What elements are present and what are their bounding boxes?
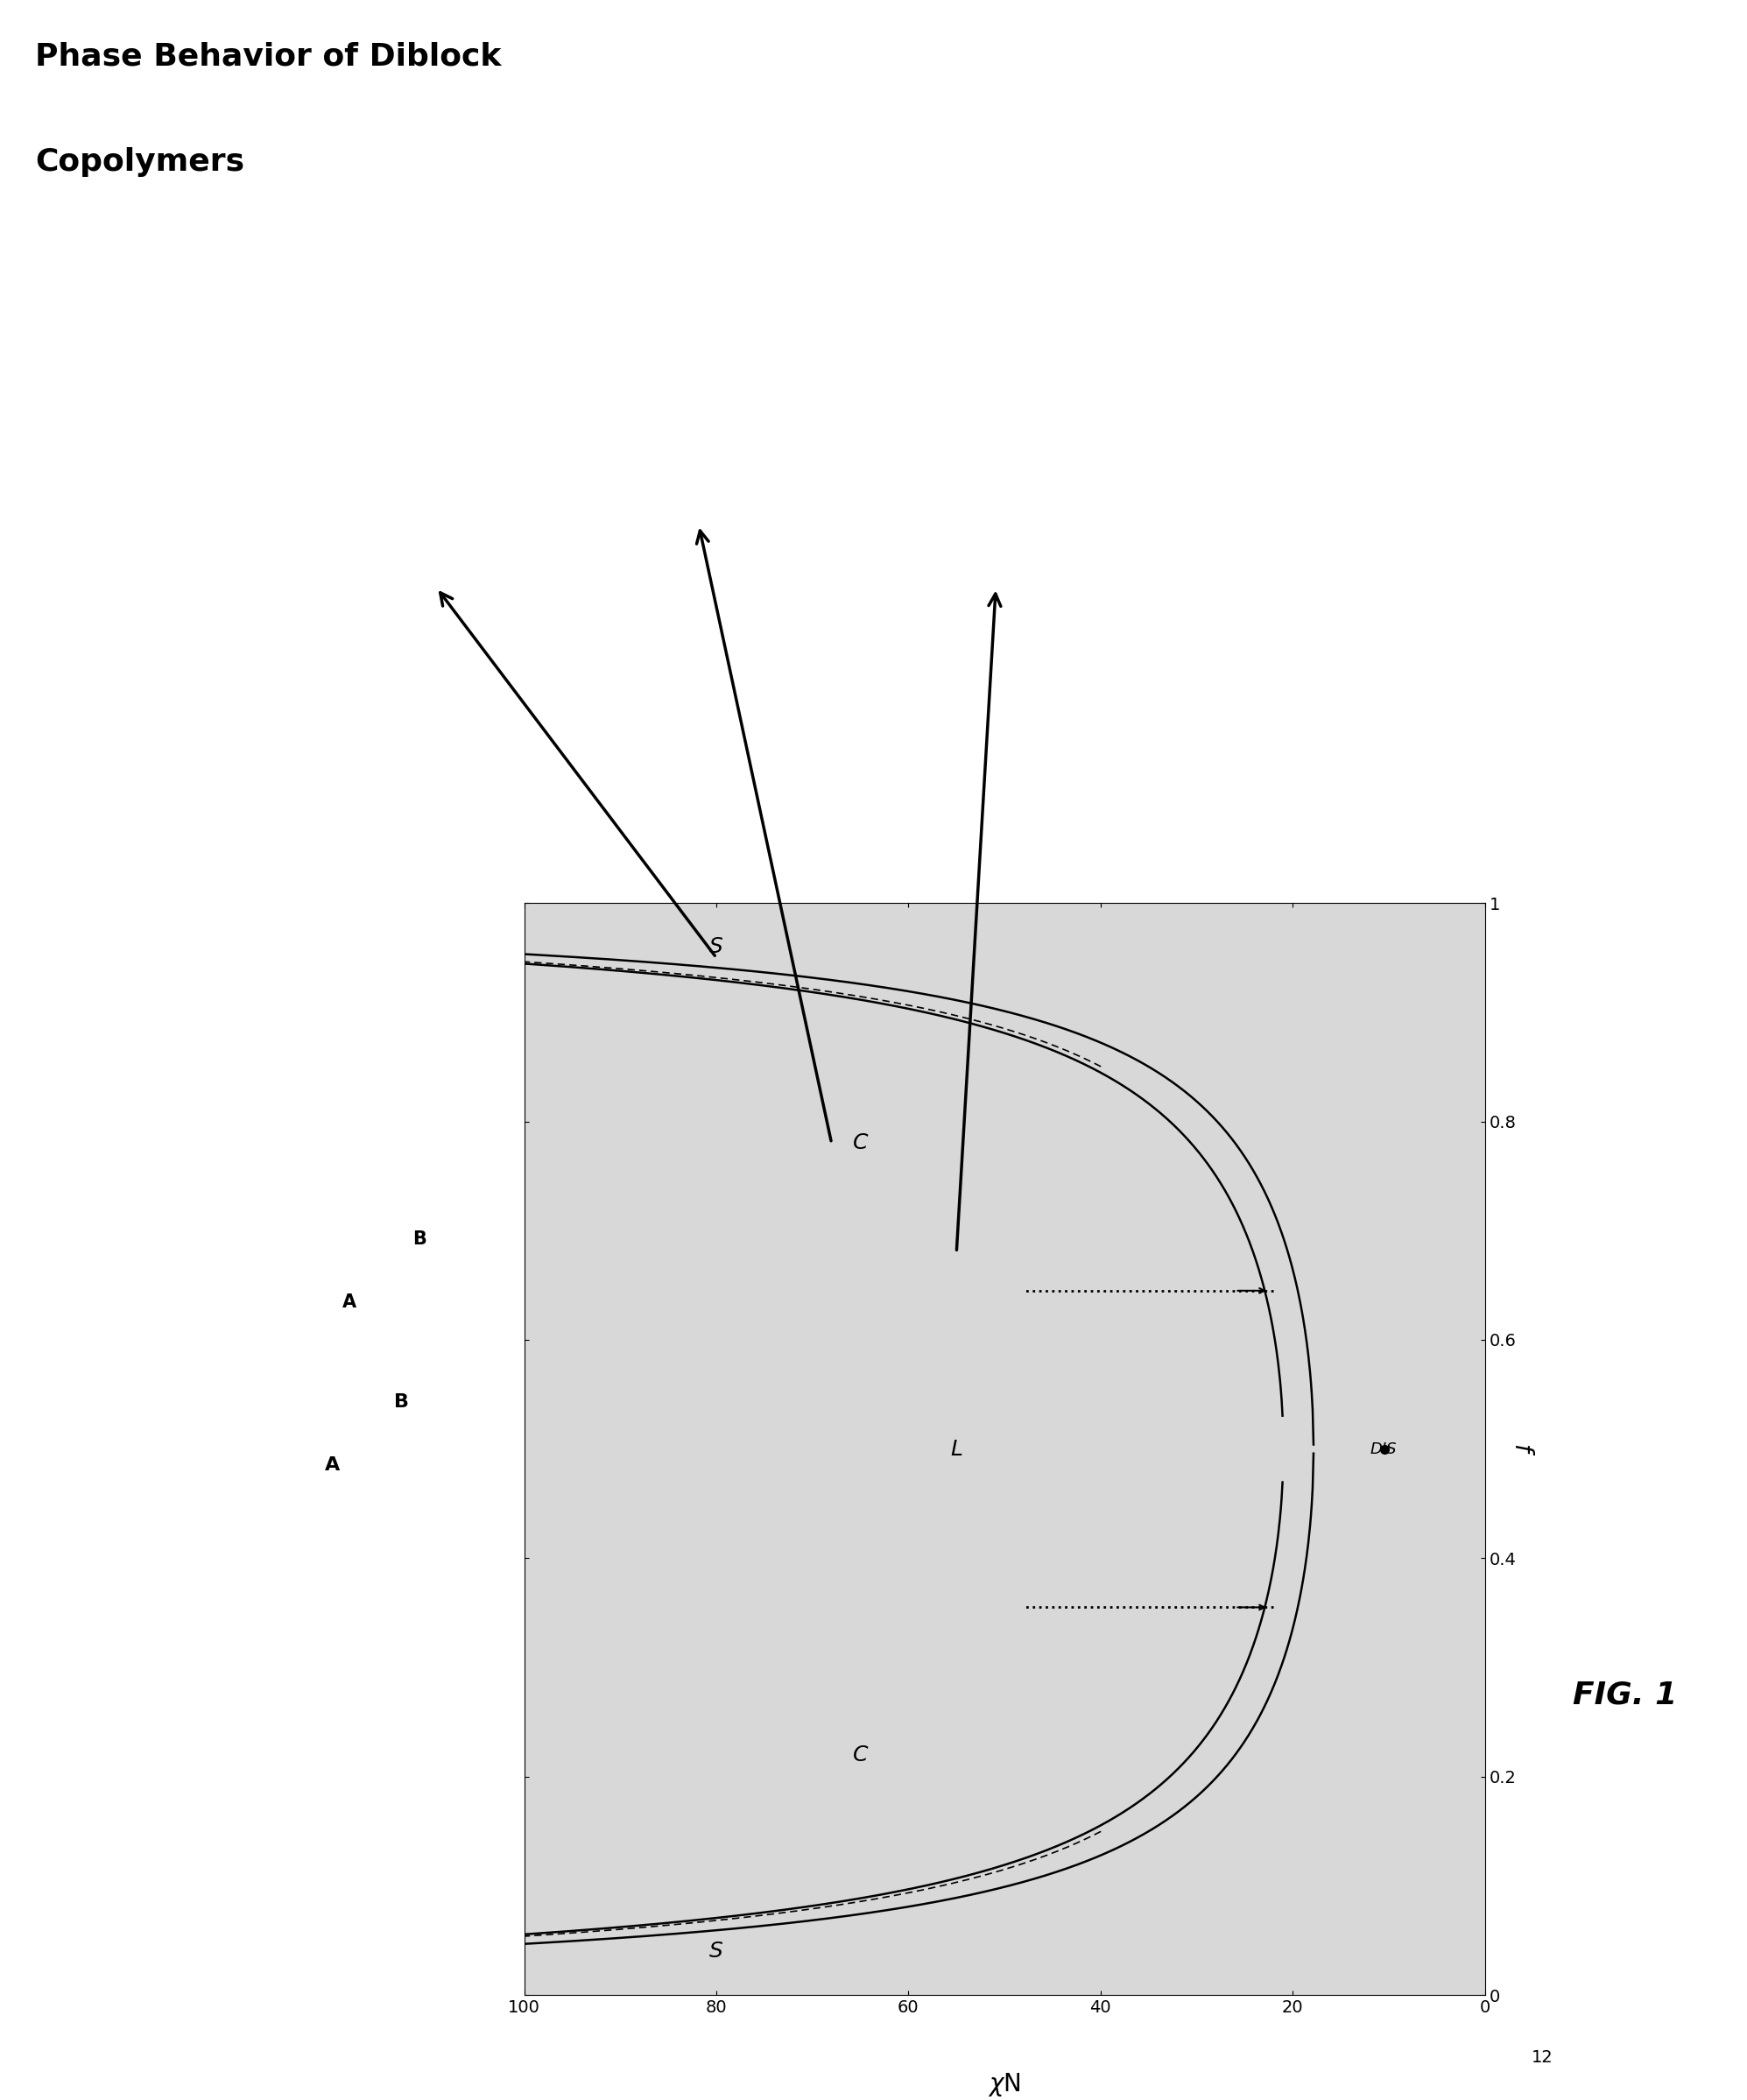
- X-axis label: $\chi$N: $\chi$N: [989, 2071, 1020, 2098]
- Y-axis label: $\it{f}$: $\it{f}$: [1509, 1443, 1534, 1455]
- Text: L: L: [950, 1438, 963, 1459]
- Text: S: S: [709, 1940, 723, 1961]
- Text: DIS: DIS: [1370, 1441, 1396, 1457]
- Text: FIG. 1: FIG. 1: [1572, 1680, 1677, 1709]
- Text: A: A: [342, 1294, 356, 1310]
- Text: S: S: [709, 937, 723, 958]
- Text: Phase Behavior of Diblock: Phase Behavior of Diblock: [35, 42, 501, 71]
- Text: B: B: [412, 1231, 426, 1247]
- Text: C: C: [853, 1745, 868, 1766]
- Text: B: B: [395, 1392, 409, 1411]
- Text: Copolymers: Copolymers: [35, 147, 245, 176]
- Text: A: A: [325, 1455, 339, 1474]
- Text: C: C: [853, 1132, 868, 1153]
- Text: 12: 12: [1532, 2050, 1553, 2066]
